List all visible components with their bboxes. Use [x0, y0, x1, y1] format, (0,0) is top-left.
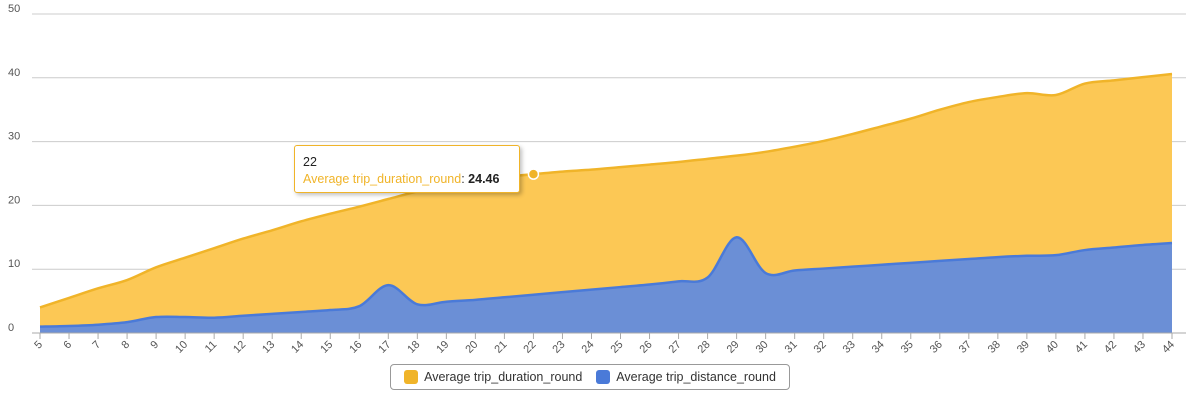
tooltip-series-label: Average trip_duration_round [303, 172, 462, 186]
y-tick-label: 40 [8, 67, 20, 79]
tooltip-separator: : [461, 172, 469, 186]
tooltip-row: Average trip_duration_round: 24.46 [303, 171, 511, 188]
y-tick-label: 20 [8, 194, 20, 206]
chart-legend: Average trip_duration_round Average trip… [390, 364, 790, 390]
x-tick-label: 33 [841, 339, 858, 356]
x-tick-label: 34 [870, 339, 887, 356]
y-tick-label: 10 [8, 258, 20, 270]
x-tick-label: 38 [986, 339, 1003, 356]
x-tick-label: 25 [608, 339, 625, 356]
x-tick-label: 35 [899, 339, 916, 356]
x-tick-label: 11 [203, 339, 220, 356]
y-axis: 0 10 20 30 40 50 [8, 3, 20, 334]
x-tick-label: 15 [318, 339, 335, 356]
x-tick-label: 8 [119, 339, 132, 352]
x-tick-label: 36 [928, 339, 945, 356]
x-tick-label: 17 [376, 339, 393, 356]
x-tick-label: 12 [231, 339, 248, 356]
x-tick-label: 18 [405, 339, 422, 356]
x-tick-label: 40 [1044, 339, 1061, 356]
x-tick-label: 41 [1073, 339, 1090, 356]
y-tick-label: 50 [8, 3, 20, 15]
area-layer [39, 72, 1173, 334]
x-tick-label: 28 [696, 339, 713, 356]
x-tick-label: 22 [521, 339, 538, 356]
legend-item-distance[interactable]: Average trip_distance_round [596, 370, 776, 384]
x-tick-label: 21 [492, 339, 509, 356]
x-tick-label: 7 [90, 339, 103, 352]
y-tick-label: 30 [8, 131, 20, 143]
x-tick-label: 43 [1131, 339, 1148, 356]
x-tick-label: 13 [260, 339, 277, 356]
line-series-1 [39, 236, 1173, 328]
legend-label-distance: Average trip_distance_round [616, 370, 776, 384]
x-tick-label: 31 [783, 339, 800, 356]
tooltip-value: 24.46 [468, 172, 500, 186]
x-tick-label: 10 [173, 339, 190, 356]
x-tick-label: 27 [667, 339, 684, 356]
area-series-1 [40, 237, 1172, 333]
x-tick-label: 30 [754, 339, 771, 356]
x-tick-label: 16 [347, 339, 364, 356]
x-tick-label: 44 [1160, 339, 1177, 356]
hover-point-marker[interactable] [527, 168, 540, 180]
x-tick-label: 23 [550, 339, 567, 356]
legend-swatch-distance [596, 370, 611, 384]
x-tick-label: 5 [32, 339, 45, 352]
x-axis: 5 6 7 8 9 10 11 12 13 14 15 16 17 18 19 20 21 22 23 24 25 26 2… [32, 332, 1186, 356]
x-tick-label: 42 [1102, 339, 1119, 356]
legend-label-duration: Average trip_duration_round [424, 370, 583, 384]
tooltip-title: 22 [303, 155, 317, 169]
x-tick-label: 39 [1015, 339, 1032, 356]
x-tick-label: 29 [725, 339, 742, 356]
x-tick-label: 6 [61, 339, 74, 352]
y-tick-label: 0 [8, 322, 14, 334]
legend-item-duration[interactable]: Average trip_duration_round [404, 370, 582, 384]
x-tick-label: 14 [289, 339, 306, 356]
x-tick-label: 24 [579, 339, 596, 356]
x-tick-label: 20 [463, 339, 480, 356]
x-tick-label: 9 [148, 339, 161, 352]
legend-swatch-duration [404, 370, 419, 384]
chart-tooltip: 22 Average trip_duration_round: 24.46 [294, 145, 520, 193]
x-tick-label: 32 [812, 339, 829, 356]
x-tick-label: 26 [638, 339, 655, 356]
x-tick-label: 37 [957, 339, 974, 356]
line-series-0 [39, 72, 1173, 309]
hover-marker-layer [527, 168, 540, 180]
x-tick-label: 19 [434, 339, 451, 356]
